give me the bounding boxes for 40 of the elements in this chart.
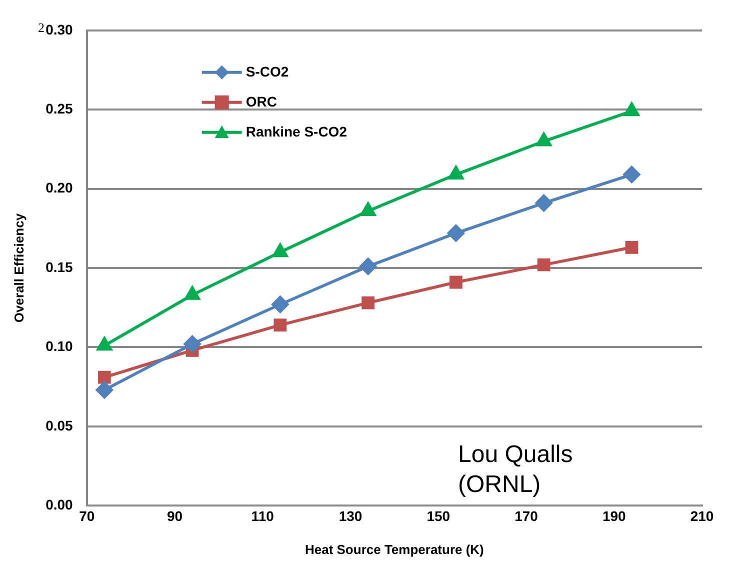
x-axis-title: Heat Source Temperature (K)	[304, 542, 484, 557]
point	[274, 318, 287, 332]
y-tick-label: 0.25	[46, 100, 74, 116]
y-tick-label: 0.20	[46, 180, 74, 196]
legend-label: Rankine S-CO2	[246, 123, 348, 140]
point	[96, 381, 113, 398]
y-tick-label: 0.10	[46, 338, 74, 354]
y-tick-label: 0.00	[46, 496, 74, 512]
point	[623, 166, 640, 184]
point	[360, 202, 376, 216]
point	[625, 240, 638, 254]
y-tick-label: 0.30	[46, 21, 74, 38]
point	[449, 276, 462, 289]
y-tick-label: 0.15	[46, 258, 74, 275]
x-tick-label: 130	[338, 508, 362, 524]
point	[272, 244, 288, 258]
legend-label: ORC	[246, 93, 277, 110]
x-tick-label: 170	[514, 508, 538, 524]
point	[362, 296, 375, 310]
x-tick-label: 90	[166, 508, 183, 524]
point	[536, 132, 552, 146]
y-tick-label: 0.05	[46, 417, 74, 434]
point	[272, 296, 289, 313]
point	[447, 224, 464, 242]
x-tick-label: 210	[690, 508, 714, 524]
x-tick-label: 70	[79, 508, 95, 524]
text: 2	[38, 20, 44, 36]
point	[535, 194, 552, 212]
point	[184, 336, 201, 353]
point	[448, 166, 464, 180]
annotation: Lou Qualls (ORNL)	[458, 440, 574, 500]
point	[360, 258, 377, 275]
point	[624, 102, 640, 116]
point	[537, 258, 550, 272]
point	[98, 370, 111, 384]
x-tick-label: 110	[251, 508, 274, 524]
y-axis-title: Overall Efficiency	[11, 212, 26, 323]
legend-label: S-CO2	[246, 63, 289, 80]
x-tick-label: 150	[426, 508, 450, 524]
x-tick-label: 190	[602, 508, 626, 524]
